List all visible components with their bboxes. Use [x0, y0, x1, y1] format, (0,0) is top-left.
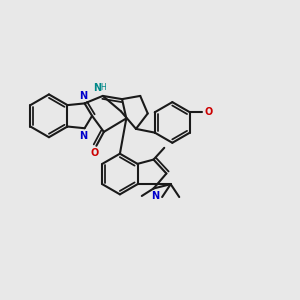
Text: O: O	[204, 107, 212, 117]
Text: N: N	[93, 83, 101, 93]
Text: H: H	[100, 83, 106, 92]
Text: N: N	[79, 131, 87, 141]
Text: O: O	[91, 148, 99, 158]
Text: N: N	[79, 91, 87, 101]
Text: N: N	[152, 191, 160, 201]
